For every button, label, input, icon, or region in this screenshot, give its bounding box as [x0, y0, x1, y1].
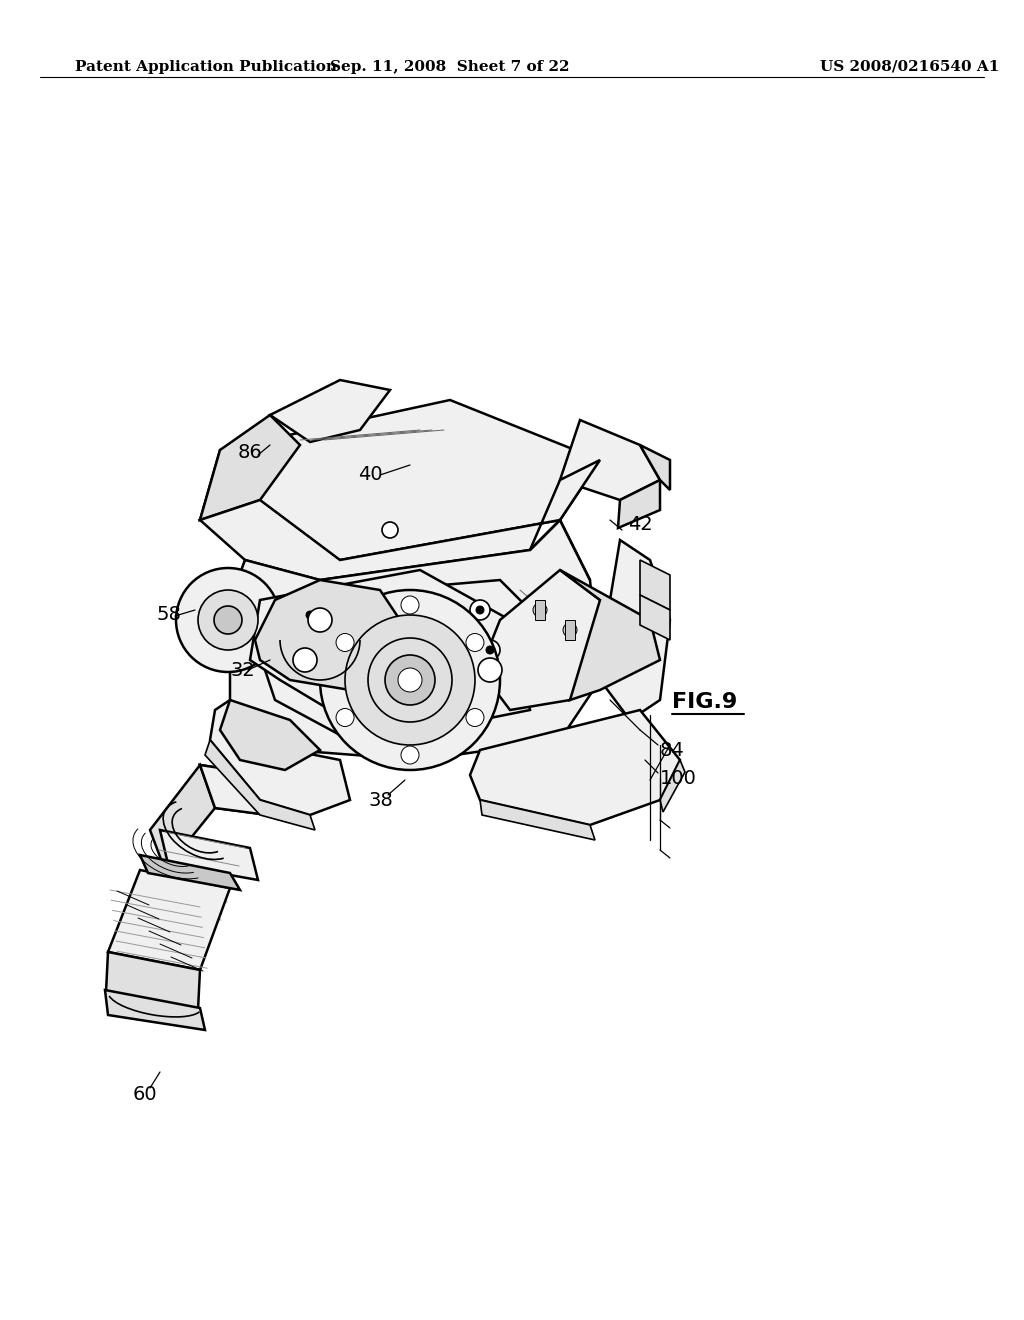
Circle shape: [296, 656, 304, 664]
Circle shape: [300, 605, 319, 624]
Polygon shape: [210, 579, 246, 652]
Text: FIG.9: FIG.9: [672, 692, 737, 711]
Circle shape: [176, 568, 280, 672]
Text: 42: 42: [628, 516, 652, 535]
Circle shape: [308, 609, 332, 632]
Circle shape: [486, 645, 494, 653]
Polygon shape: [105, 990, 205, 1030]
Circle shape: [198, 590, 258, 649]
Circle shape: [478, 657, 502, 682]
Circle shape: [293, 648, 317, 672]
Text: 38: 38: [368, 791, 393, 809]
Circle shape: [319, 590, 500, 770]
Text: 58: 58: [157, 605, 182, 623]
Circle shape: [466, 634, 484, 652]
Circle shape: [336, 634, 354, 652]
Polygon shape: [660, 760, 685, 812]
Circle shape: [470, 601, 490, 620]
Text: Patent Application Publication: Patent Application Publication: [75, 59, 337, 74]
Circle shape: [214, 606, 242, 634]
Circle shape: [480, 640, 500, 660]
Polygon shape: [210, 700, 350, 814]
Circle shape: [401, 746, 419, 764]
Polygon shape: [140, 855, 240, 890]
Polygon shape: [640, 445, 670, 490]
Polygon shape: [200, 400, 600, 560]
Circle shape: [306, 611, 314, 619]
Polygon shape: [560, 420, 660, 500]
Circle shape: [534, 603, 547, 616]
Circle shape: [385, 655, 435, 705]
Circle shape: [336, 709, 354, 726]
Text: 84: 84: [660, 741, 685, 759]
Polygon shape: [205, 741, 315, 830]
Polygon shape: [255, 579, 540, 735]
Text: Sep. 11, 2008  Sheet 7 of 22: Sep. 11, 2008 Sheet 7 of 22: [331, 59, 569, 74]
Polygon shape: [150, 766, 215, 870]
Polygon shape: [108, 870, 230, 970]
Polygon shape: [200, 766, 305, 820]
Polygon shape: [618, 480, 660, 528]
Polygon shape: [640, 595, 670, 640]
Polygon shape: [640, 560, 670, 610]
Circle shape: [398, 668, 422, 692]
Polygon shape: [220, 700, 319, 770]
Polygon shape: [560, 570, 660, 700]
Circle shape: [368, 638, 452, 722]
Polygon shape: [200, 414, 300, 520]
Polygon shape: [255, 579, 400, 690]
Polygon shape: [480, 570, 620, 710]
Circle shape: [290, 649, 310, 671]
Circle shape: [401, 597, 419, 614]
Text: 40: 40: [358, 466, 383, 484]
Text: 60: 60: [133, 1085, 158, 1105]
Circle shape: [382, 521, 398, 539]
Text: US 2008/0216540 A1: US 2008/0216540 A1: [820, 59, 999, 74]
Polygon shape: [106, 952, 200, 1010]
Circle shape: [563, 623, 577, 638]
Polygon shape: [470, 710, 680, 825]
Text: 100: 100: [660, 768, 697, 788]
Polygon shape: [200, 766, 310, 820]
Circle shape: [345, 615, 475, 744]
Circle shape: [466, 709, 484, 726]
Polygon shape: [600, 540, 670, 719]
Circle shape: [476, 606, 484, 614]
Text: 32: 32: [230, 660, 255, 680]
Polygon shape: [250, 570, 530, 741]
Polygon shape: [480, 800, 595, 840]
Polygon shape: [200, 459, 600, 579]
Polygon shape: [160, 830, 258, 880]
Polygon shape: [535, 601, 545, 620]
Polygon shape: [230, 520, 600, 760]
Text: 86: 86: [238, 442, 263, 462]
Polygon shape: [270, 380, 390, 442]
Polygon shape: [565, 620, 575, 640]
